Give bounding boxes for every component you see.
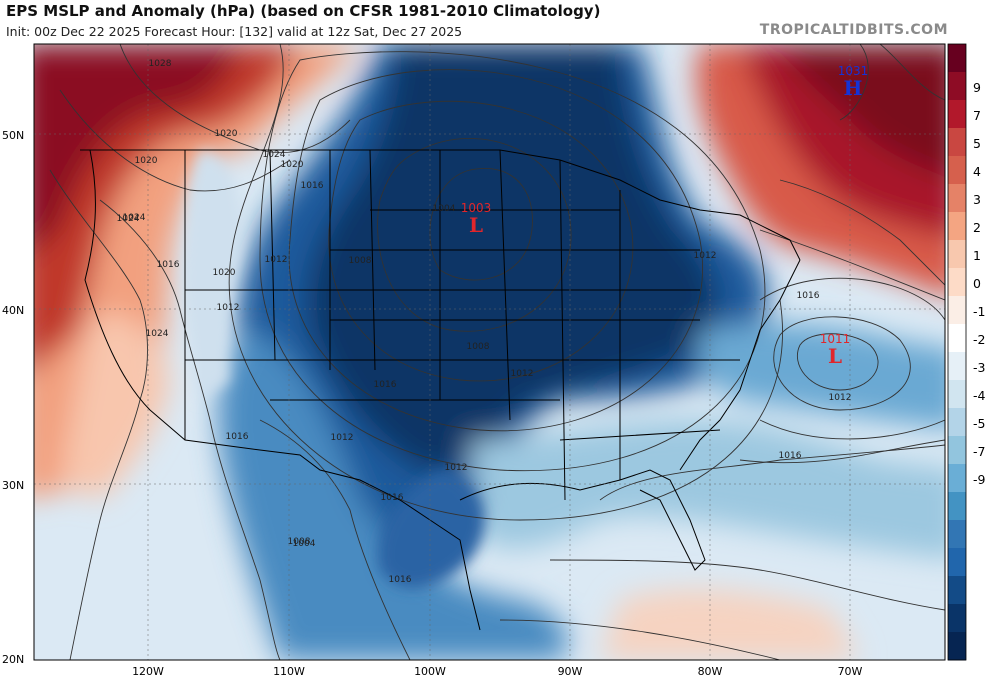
longitude-label: 80W [698,665,723,678]
map-title: EPS MSLP and Anomaly (hPa) (based on CFS… [6,2,601,20]
colorbar-label: 9 [973,80,981,95]
colorbar-swatch [948,520,966,549]
latitude-label: 50N [2,129,24,142]
latitude-label: 40N [2,304,24,317]
colorbar-label: 7 [973,108,981,123]
isobar-label: 1016 [779,451,802,461]
anomaly-shading [34,44,945,660]
isobar-label: 1012 [511,369,534,379]
colorbar-swatch [948,436,966,465]
map-subtitle: Init: 00z Dec 22 2025 Forecast Hour: [13… [6,24,463,39]
isobar-label: 1016 [301,181,324,191]
isobar-label: 1024 [263,150,286,160]
isobar-label: 1020 [281,160,304,170]
isobar-label: 1028 [149,59,172,69]
isobar-label: 1020 [215,129,238,139]
colorbar-swatch [948,128,966,157]
isobar-label: 1024 [146,329,169,339]
colorbar-swatch [948,604,966,633]
colorbar-label: 3 [973,192,981,207]
isobar-label: 1024 [123,213,146,223]
isobar-label: 1008 [349,256,372,266]
isobars [49,44,945,660]
longitude-label: 110W [273,665,305,678]
map-frame [33,43,946,661]
colorbar-label: -3 [973,360,985,375]
longitude-labels: 120W 110W 100W 90W 80W 70W [132,665,862,678]
colorbar-swatch [948,492,966,521]
isobar-label: 1012 [265,255,288,265]
colorbar-swatch [948,240,966,269]
anomaly-colorbar: 9 7 5 4 3 2 1 0 -1 -2 -3 -4 -5 -7 -9 [947,43,986,661]
colorbar-label: 4 [973,164,981,179]
pressure-center-value: 1003 [461,201,492,215]
latitude-label: 20N [2,653,24,666]
isobar-label: 1004 [433,204,456,214]
isobar-label: 1012 [445,463,468,473]
isobar-label: 1012 [694,251,717,261]
pressure-center-value: 1031 [838,64,869,78]
colorbar-swatch [948,72,966,101]
high-pressure-marker: H [844,76,863,100]
colorbar-swatch [948,352,966,381]
colorbar-swatch [948,324,966,353]
colorbar-label: -1 [973,304,985,319]
colorbar-swatch [948,184,966,213]
isobar-label: 1016 [226,432,249,442]
colorbar-label: -7 [973,444,985,459]
isobar-label: 1016 [389,575,412,585]
isobar-label: 1016 [797,291,820,301]
low-pressure-marker: L [828,344,842,368]
colorbar-label: -4 [973,388,986,403]
political-boundaries [80,149,801,631]
colorbar-swatch [948,464,966,493]
colorbar-swatch [948,576,966,605]
longitude-label: 100W [414,665,446,678]
isobar-label: 1016 [374,380,397,390]
isobar-label: 1016 [381,493,404,503]
isobar-label: 1012 [829,393,852,403]
colorbar-swatch [948,380,966,409]
colorbar-frame [947,43,967,661]
isobar-label: 1020 [135,156,158,166]
isobar-label: 1012 [217,303,240,313]
pressure-center-value: 1011 [820,332,851,346]
latitude-label: 30N [2,479,24,492]
colorbar-label: 5 [973,136,981,151]
colorbar-label: -2 [973,332,985,347]
colorbar-label: 1 [973,248,981,263]
isobar-label: 1012 [331,433,354,443]
colorbar-swatch [948,44,966,73]
colorbar-swatch [948,296,966,325]
longitude-label: 70W [838,665,863,678]
colorbar-label: -5 [973,416,985,431]
longitude-label: 120W [132,665,164,678]
colorbar-swatch [948,408,966,437]
colorbar-swatch [948,100,966,129]
colorbar-swatch [948,156,966,185]
low-pressure-marker: L [469,213,483,237]
colorbar-label: -9 [973,472,986,487]
colorbar-swatch [948,268,966,297]
colorbar-swatch [948,632,966,661]
isobar-label: 1004 [293,539,316,549]
latitude-labels: 50N 40N 30N 20N [2,129,24,666]
isobar-label: 1008 [288,537,311,547]
colorbar-swatch [948,548,966,577]
isobar-labels: 1024102010161012100810041008101210161020… [117,59,852,585]
site-credit: TROPICALTIDBITS.COM [759,22,948,38]
colorbar-swatch [948,212,966,241]
isobar-label: 1016 [157,260,180,270]
graticule [34,44,945,660]
isobar-label: 1024 [117,214,140,224]
isobar-label: 1008 [467,342,490,352]
colorbar-label: 2 [973,220,981,235]
longitude-label: 90W [558,665,583,678]
isobar-label: 1020 [213,268,236,278]
colorbar-label: 0 [973,276,981,291]
